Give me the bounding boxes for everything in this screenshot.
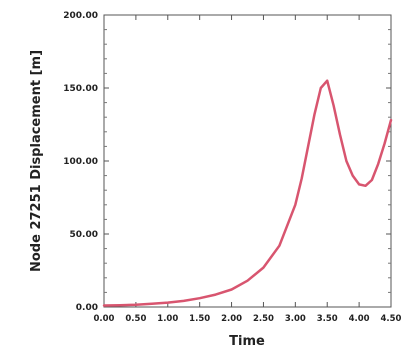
y-tick-label: 0.00: [76, 303, 98, 313]
y-axis-label: Node 27251 Displacement [m]: [29, 50, 44, 272]
x-tick-label: 4.50: [381, 314, 402, 324]
plot-area: [103, 14, 392, 308]
y-tick-label: 150.00: [63, 84, 98, 94]
x-tick-label: 1.00: [157, 314, 178, 324]
x-tick-label: 3.00: [285, 314, 306, 324]
y-tick-label: 50.00: [70, 230, 98, 240]
y-tick-label: 100.00: [63, 157, 98, 167]
y-axis: 0.00 50.00 100.00 150.00 200.00: [63, 11, 391, 313]
x-tick-label: 2.00: [221, 314, 242, 324]
x-axis: 0.00 0.50 1.00 1.50 2.00 2.50 3.00 3.50 4.00 4.50: [94, 15, 402, 324]
y-tick-label: 200.00: [63, 11, 98, 21]
x-axis-label: Time: [229, 334, 265, 349]
x-tick-label: 0.00: [94, 314, 115, 324]
x-tick-label: 2.50: [253, 314, 274, 324]
x-tick-label: 1.50: [189, 314, 210, 324]
x-tick-label: 0.50: [125, 314, 146, 324]
x-tick-label: 4.00: [349, 314, 370, 324]
x-tick-label: 3.50: [317, 314, 338, 324]
series-line-0: [102, 79, 393, 307]
series-layer: [102, 79, 393, 307]
